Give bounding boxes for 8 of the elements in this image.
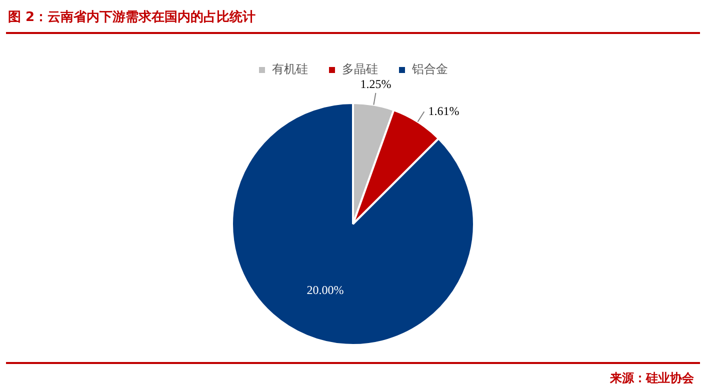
data-label: 20.00%: [306, 283, 344, 298]
chart-title: 图 2：云南省内下游需求在国内的占比统计: [8, 8, 256, 26]
source-note: 来源：硅业协会: [610, 370, 694, 387]
data-label: 1.61%: [428, 104, 460, 118]
legend-label: 有机硅: [272, 62, 308, 76]
data-label: 1.25%: [360, 77, 392, 92]
legend-label: 铝合金: [411, 62, 448, 76]
legend-label: 多晶硅: [342, 62, 378, 76]
